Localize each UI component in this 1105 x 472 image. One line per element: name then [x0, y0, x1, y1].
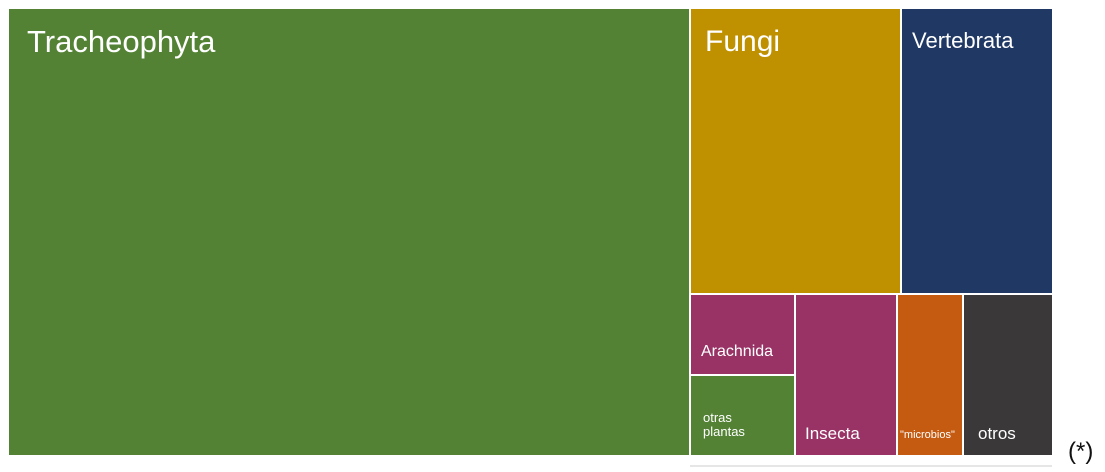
- tile-fungi-label: Fungi: [705, 25, 781, 58]
- tile-vertebrata-label: Vertebrata: [912, 28, 1014, 53]
- tile-vertebrata: Vertebrata: [901, 8, 1053, 294]
- tile-fungi: Fungi: [690, 8, 901, 294]
- tile-microbios: "microbios": [897, 294, 963, 456]
- tile-insecta: Insecta: [795, 294, 897, 456]
- tile-arachnida-label: Arachnida: [701, 343, 774, 360]
- tile-arachnida: Arachnida: [690, 294, 795, 375]
- tile-otros: otros: [963, 294, 1053, 456]
- tile-tracheophyta: Tracheophyta: [8, 8, 690, 456]
- tile-tracheophyta-label: Tracheophyta: [27, 24, 216, 59]
- tile-otras-plantas-label: otras plantas: [703, 410, 745, 440]
- baseline-rule: [690, 465, 1052, 467]
- footnote-marker: (*): [1068, 438, 1094, 465]
- tile-otras-plantas: otras plantas: [690, 375, 795, 456]
- tile-otros-label: otros: [978, 424, 1016, 443]
- tile-insecta-label: Insecta: [805, 424, 860, 443]
- tile-microbios-label: "microbios": [900, 429, 955, 441]
